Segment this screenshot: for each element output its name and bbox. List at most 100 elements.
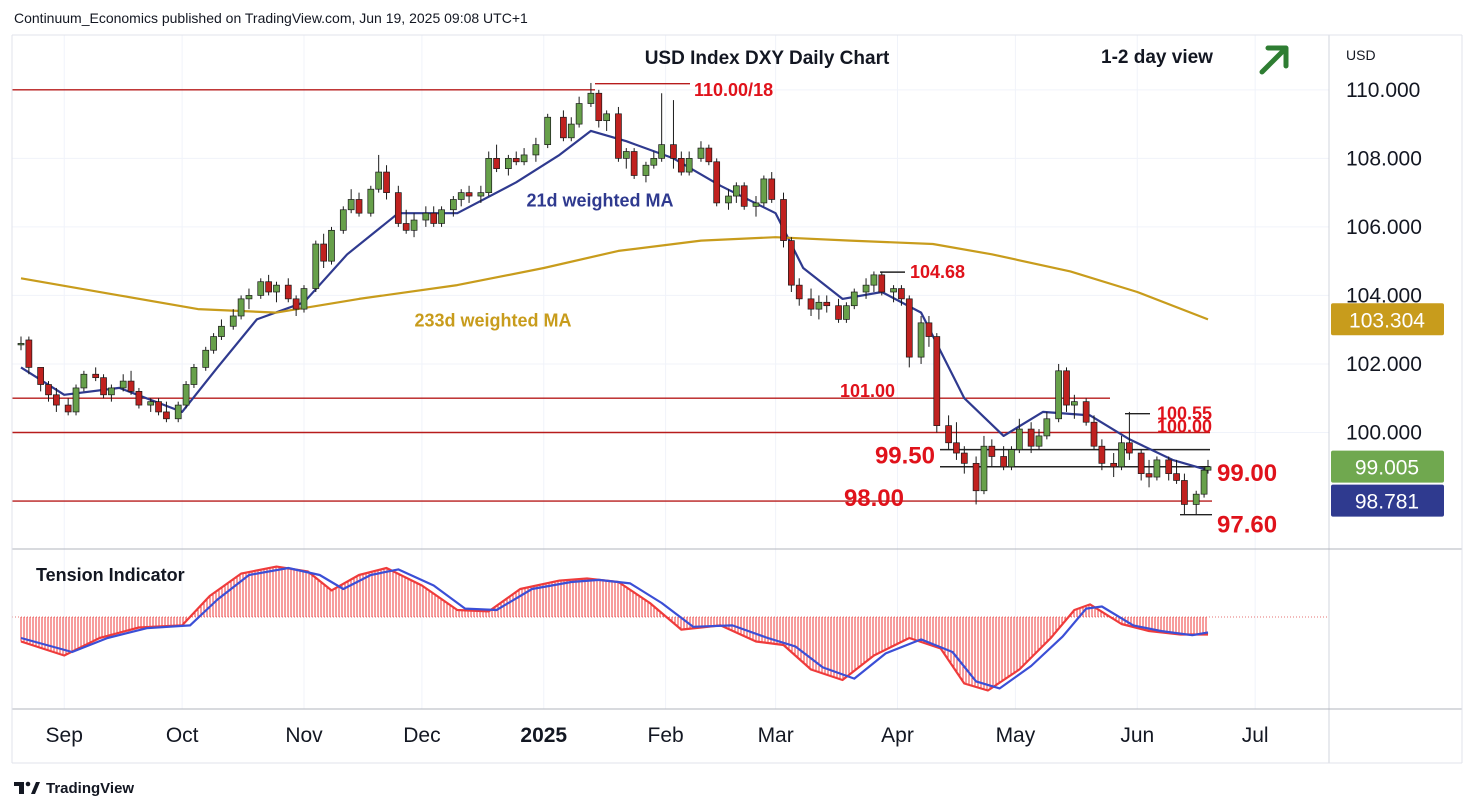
- x-tick-label: Sep: [46, 724, 83, 747]
- candle: [1110, 453, 1118, 478]
- x-tick-label: May: [996, 724, 1036, 747]
- candle: [835, 298, 842, 323]
- candle-body: [477, 192, 485, 197]
- price-badges: 103.304 99.005 98.781: [1331, 303, 1444, 517]
- candle: [328, 226, 335, 265]
- candle: [972, 456, 980, 505]
- candle: [92, 367, 100, 382]
- candle: [237, 295, 245, 320]
- footer: TradingView: [14, 777, 134, 799]
- candle-body: [1137, 452, 1145, 474]
- candle-body: [375, 171, 383, 190]
- y-tick-label: 100.000: [1346, 421, 1422, 444]
- candle: [17, 336, 25, 351]
- candle: [182, 381, 190, 409]
- candle-body: [1008, 449, 1015, 468]
- x-tick-label: Jun: [1120, 724, 1154, 747]
- candle-body: [850, 291, 858, 307]
- candle: [100, 374, 107, 399]
- candle-body: [1192, 493, 1200, 505]
- candle-body: [740, 185, 748, 207]
- candle: [367, 185, 375, 217]
- candle-body: [450, 199, 457, 211]
- candle-body: [520, 154, 528, 163]
- candle: [732, 182, 740, 203]
- candle-body: [257, 281, 265, 296]
- chart-title: USD Index DXY Daily Chart: [645, 48, 890, 69]
- price-badge: [1331, 450, 1444, 483]
- candle: [45, 381, 52, 402]
- candle: [512, 151, 520, 166]
- candle: [229, 309, 237, 330]
- candle: [465, 185, 473, 203]
- candle: [438, 206, 445, 227]
- price-badge: [1331, 303, 1444, 336]
- x-tick-label: Dec: [403, 724, 440, 747]
- candle: [575, 96, 583, 128]
- candle: [560, 110, 567, 142]
- y-tick-label: 106.000: [1346, 216, 1422, 239]
- candle: [190, 363, 198, 388]
- candle: [960, 446, 968, 474]
- candle-body: [630, 151, 638, 176]
- y-tick-label: 104.000: [1346, 284, 1422, 307]
- candle-body: [898, 288, 905, 300]
- candle-body: [438, 209, 445, 224]
- candle: [925, 315, 933, 347]
- candle-body: [1165, 459, 1173, 474]
- candle: [685, 151, 693, 176]
- candle-body: [615, 113, 622, 159]
- candle-body: [430, 212, 438, 224]
- candle: [218, 319, 225, 340]
- candle-body: [394, 192, 402, 224]
- candle: [320, 233, 327, 269]
- candle: [410, 213, 418, 238]
- candle: [1192, 490, 1200, 515]
- candle: [1153, 456, 1161, 481]
- candle: [823, 295, 831, 313]
- candle: [402, 209, 410, 234]
- candle-body: [697, 147, 705, 159]
- candle: [312, 240, 320, 292]
- candle-body: [795, 284, 803, 300]
- candle-body: [862, 284, 870, 293]
- candle: [284, 278, 292, 303]
- candle: [532, 137, 540, 162]
- candle-body: [1200, 469, 1208, 495]
- candle-body: [1000, 456, 1007, 468]
- x-tick-label: Nov: [285, 724, 323, 747]
- candle: [917, 315, 925, 364]
- candle: [245, 288, 253, 310]
- candle-body: [752, 202, 760, 207]
- candle-body: [670, 144, 677, 159]
- candle: [1063, 367, 1070, 412]
- candle-body: [532, 144, 540, 156]
- price-axis[interactable]: 110.000 108.000 106.000 104.000 102.000 100.0…: [1346, 79, 1422, 445]
- candle: [1071, 394, 1078, 419]
- candle: [422, 206, 430, 227]
- candle-body: [300, 288, 308, 310]
- candle-body: [1063, 370, 1070, 406]
- level-label: 97.60: [1217, 512, 1277, 539]
- time-axis[interactable]: Sep Oct Nov Dec 2025 Feb Mar Apr May Jun Jul: [46, 724, 1269, 747]
- candle: [174, 401, 182, 423]
- candle: [119, 374, 127, 392]
- candle-body: [925, 322, 933, 337]
- candle: [25, 336, 33, 375]
- price-badge-label: 99.005: [1355, 457, 1419, 480]
- candle-body: [367, 188, 375, 214]
- candle-body: [328, 229, 335, 262]
- candle: [1035, 429, 1043, 450]
- candle-body: [1173, 473, 1180, 481]
- candle-body: [457, 192, 465, 200]
- candle-body: [292, 298, 300, 310]
- candle: [650, 151, 658, 169]
- candle: [1126, 411, 1133, 460]
- candle-body: [677, 158, 685, 173]
- candle-body: [92, 373, 100, 379]
- level-label: 99.00: [1217, 460, 1277, 487]
- candle-body: [823, 301, 831, 307]
- candle: [339, 206, 347, 234]
- candle: [788, 237, 795, 292]
